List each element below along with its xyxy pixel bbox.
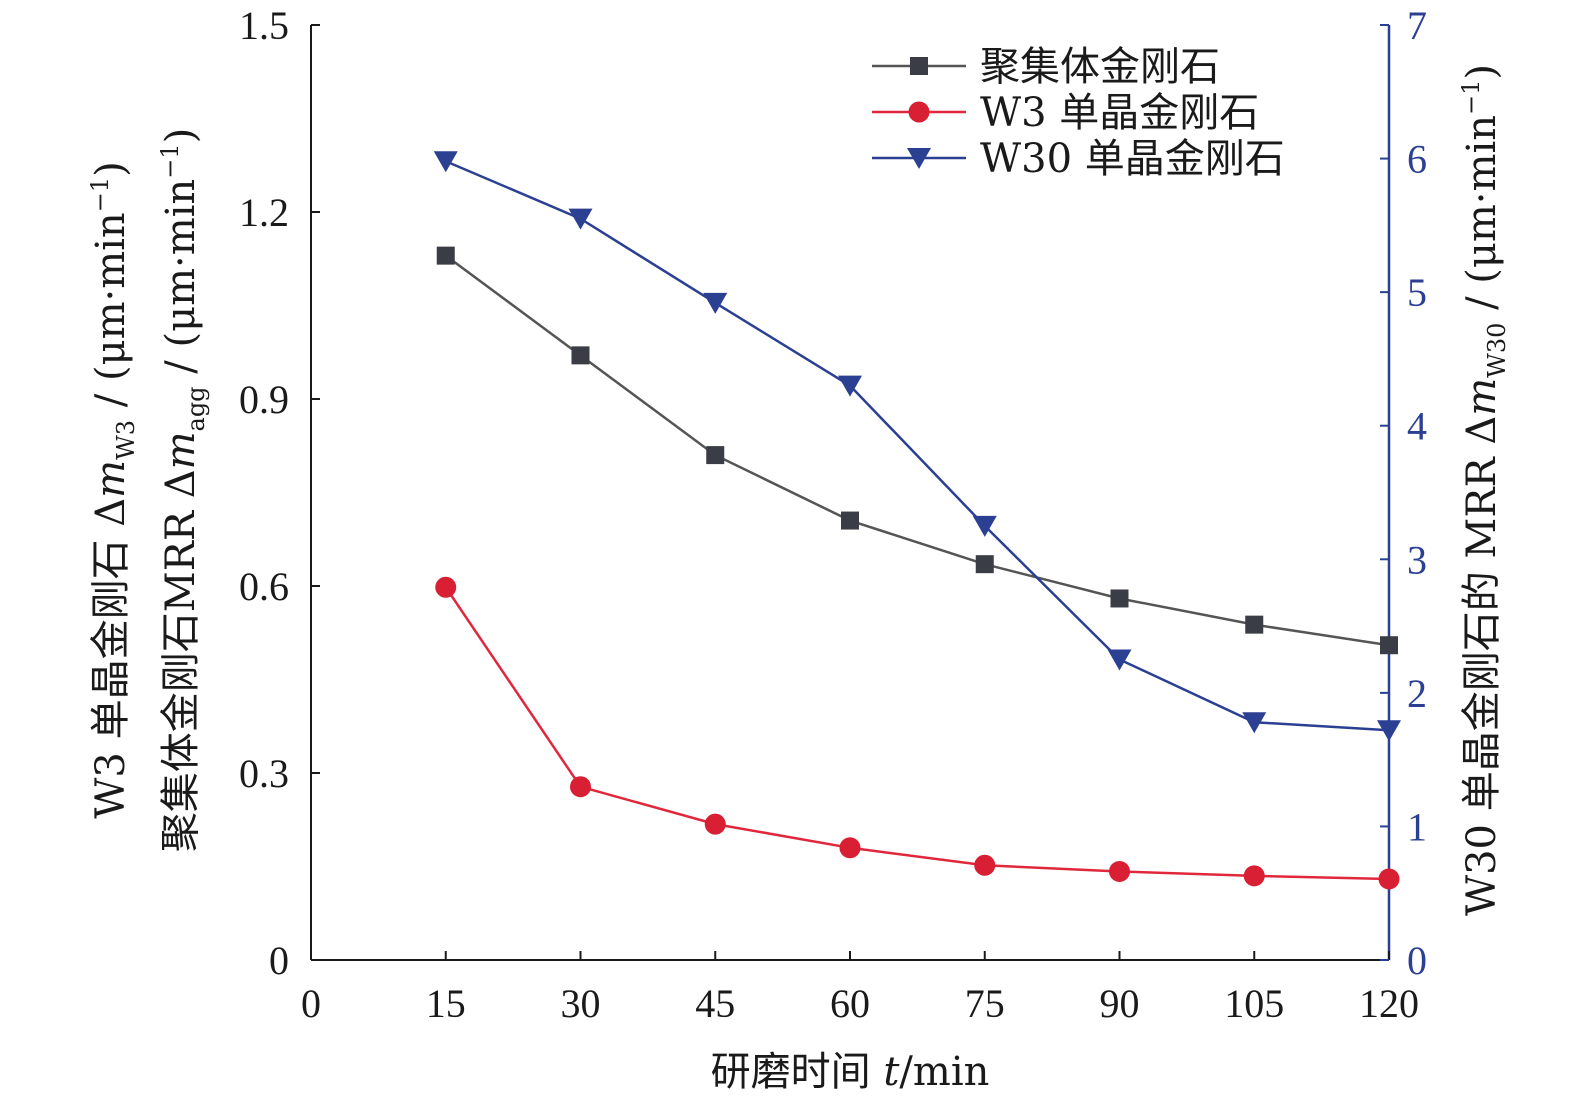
data-point — [570, 776, 591, 798]
legend-label: 聚集体金刚石 — [980, 44, 1220, 90]
data-point — [975, 555, 994, 574]
legend-label: W30 单晶金刚石 — [980, 136, 1285, 182]
data-point — [568, 208, 593, 230]
legend-item: W3 单晶金刚石 — [872, 90, 1259, 136]
series-3 — [433, 151, 1401, 742]
x-tick-label: 120 — [1359, 981, 1419, 1026]
x-tick-label: 45 — [695, 981, 735, 1026]
data-point — [838, 375, 862, 397]
data-point — [433, 151, 458, 173]
data-point — [436, 246, 455, 265]
data-point — [1377, 720, 1401, 742]
series-line — [445, 254, 1390, 647]
x-tick-label: 0 — [301, 981, 321, 1026]
left-y-tick-label: 0.6 — [239, 564, 289, 609]
x-tick-label: 30 — [561, 981, 601, 1026]
data-point — [1110, 589, 1129, 608]
data-point — [435, 576, 457, 598]
data-point — [974, 854, 996, 876]
data-point — [706, 446, 725, 465]
x-tick-label: 105 — [1224, 981, 1284, 1026]
legend-label: W3 单晶金刚石 — [980, 90, 1259, 136]
right-y-tick-label: 1 — [1407, 804, 1427, 849]
x-tick-label: 60 — [830, 981, 870, 1026]
data-point — [1242, 712, 1267, 734]
data-point — [1107, 649, 1132, 671]
legend-marker — [907, 148, 931, 169]
data-point — [972, 515, 997, 537]
data-point — [1380, 636, 1398, 655]
data-point — [839, 837, 861, 859]
left-y-axis-title-agg: 聚集体金刚石MRR Δmagg / (μm·min−1) — [156, 128, 210, 852]
right-y-tick-label: 0 — [1407, 938, 1427, 983]
right-y-tick-label: 2 — [1407, 671, 1427, 716]
left-y-tick-label: 0 — [269, 938, 289, 983]
data-point — [704, 813, 726, 835]
left-y-tick-label: 1.5 — [239, 3, 289, 48]
right-y-tick-label: 7 — [1407, 3, 1427, 48]
left-y-title-1: W3 单晶金刚石 ΔmW3 / (μm·min−1) — [86, 161, 140, 818]
right-y-tick-label: 3 — [1407, 537, 1427, 582]
legend-marker — [908, 101, 930, 123]
right-y-title: W30 单晶金刚石的 MRR ΔmW30 / (μm·min−1) — [1457, 64, 1511, 916]
data-point — [1378, 868, 1400, 890]
series-1 — [436, 246, 1398, 655]
legend-item: W30 单晶金刚石 — [872, 136, 1285, 182]
x-tick-label: 15 — [426, 981, 466, 1026]
right-y-axis-title: W30 单晶金刚石的 MRR ΔmW30 / (μm·min−1) — [1457, 64, 1511, 916]
data-point — [1109, 860, 1130, 882]
data-point — [1243, 865, 1265, 887]
data-point — [571, 346, 590, 365]
series-line — [444, 586, 1390, 881]
data-point — [703, 292, 728, 314]
series-line — [445, 160, 1390, 732]
x-tick-label: 75 — [965, 981, 1005, 1026]
x-axis-title: 研磨时间 t/min — [711, 1049, 990, 1095]
right-y-tick-label: 6 — [1407, 137, 1427, 182]
x-tick-label: 90 — [1100, 981, 1140, 1026]
left-y-title-2: 聚集体金刚石MRR Δmagg / (μm·min−1) — [156, 128, 210, 852]
left-y-axis-title-w3: W3 单晶金刚石 ΔmW3 / (μm·min−1) — [86, 161, 140, 818]
data-point — [841, 511, 859, 530]
data-point — [1245, 615, 1264, 634]
axis-titles: 研磨时间 t/min W3 单晶金刚石 ΔmW3 / (μm·min−1) 聚集体金… — [86, 64, 1511, 1095]
series-group — [433, 151, 1401, 890]
series-2 — [435, 576, 1400, 890]
legend-marker — [910, 57, 928, 75]
axes: 0 15 30 45 60 75 90 105 12000.30.60.91.21.501234… — [239, 3, 1427, 1026]
legend-item: 聚集体金刚石 — [872, 44, 1220, 90]
left-y-tick-label: 0.9 — [239, 377, 289, 422]
left-y-tick-label: 1.2 — [239, 190, 289, 235]
right-y-tick-label: 5 — [1407, 270, 1427, 315]
left-y-tick-label: 0.3 — [239, 751, 289, 796]
right-y-tick-label: 4 — [1407, 404, 1427, 449]
